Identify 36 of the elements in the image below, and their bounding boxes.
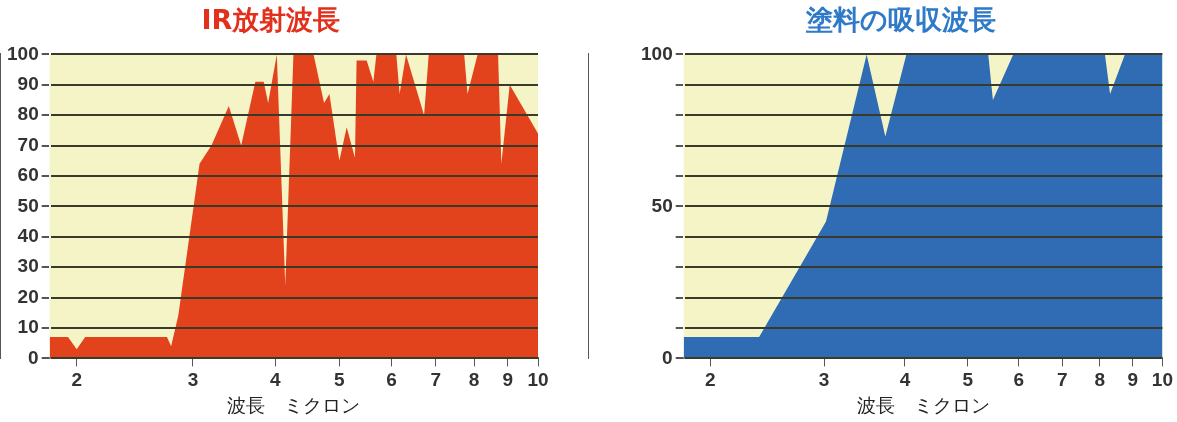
x-tick-label: 8 — [1094, 369, 1106, 391]
x-tick-label: 4 — [899, 369, 911, 391]
x-tick-label: 10 — [527, 369, 549, 391]
y-tick-label: 70 — [17, 133, 39, 155]
x-tick-label: 4 — [270, 369, 282, 391]
y-tick-label: 50 — [17, 194, 39, 216]
y-tick-label: 10 — [17, 316, 39, 338]
x-tick-label: 8 — [468, 369, 480, 391]
y-tick-label: 50 — [651, 194, 673, 216]
y-tick-label: 60 — [17, 164, 39, 186]
y-tick-label: 0 — [28, 346, 39, 368]
x-tick-label: 5 — [962, 369, 974, 391]
chart-title: 塗料の吸収波長 — [805, 4, 996, 36]
y-tick-label: 0 — [662, 346, 673, 368]
x-tick-label: 6 — [386, 369, 397, 391]
y-tick-label: 30 — [17, 255, 39, 277]
chart-title: IR放射波長 — [201, 4, 341, 36]
x-tick-label: 3 — [187, 369, 199, 391]
x-axis-title: 波長 ミクロン — [856, 393, 990, 416]
x-tick-label: 7 — [430, 369, 442, 391]
x-tick-label: 7 — [1056, 369, 1068, 391]
x-tick-label: 9 — [502, 369, 514, 391]
y-tick-label: 80 — [17, 103, 39, 125]
x-tick-label: 2 — [71, 369, 83, 391]
y-tick-label: 100 — [7, 42, 39, 64]
y-tick-label: 20 — [17, 285, 39, 307]
y-tick-label: 90 — [17, 73, 39, 95]
x-axis-title: 波長 ミクロン — [227, 393, 361, 416]
x-tick-label: 5 — [334, 369, 346, 391]
x-tick-label: 6 — [1013, 369, 1025, 391]
y-tick-label: 40 — [17, 225, 39, 247]
x-tick-label: 3 — [818, 369, 830, 391]
x-tick-label: 10 — [1151, 369, 1173, 391]
x-tick-label: 9 — [1127, 369, 1139, 391]
x-tick-label: 2 — [704, 369, 716, 391]
y-tick-label: 100 — [641, 42, 673, 64]
